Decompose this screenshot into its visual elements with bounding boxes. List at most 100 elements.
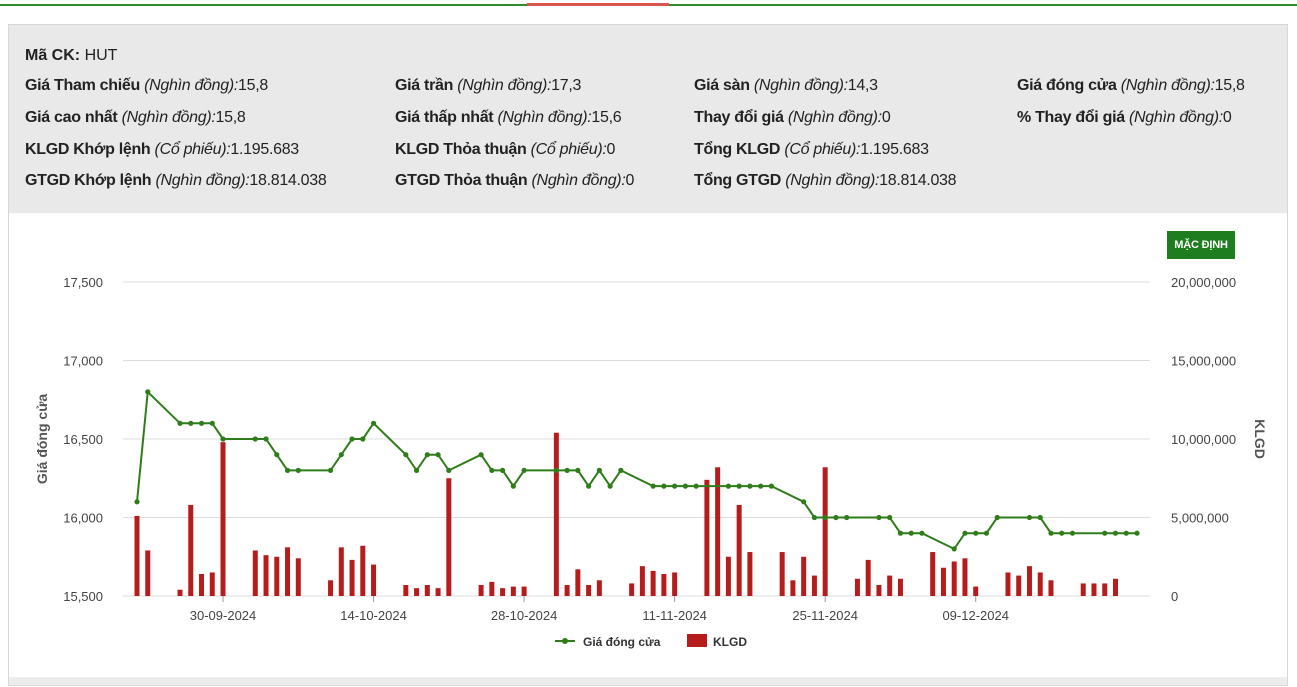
field-label: Tổng GTGD [694,172,786,189]
price-point [801,499,807,505]
volume-bar [134,515,140,596]
legend-label-volume: KLGD [713,635,747,649]
field-label: Giá cao nhất [25,109,122,126]
price-point [295,467,301,473]
volume-bar [865,559,871,596]
price-point [962,530,968,536]
volume-bar [876,585,882,596]
price-point [263,436,269,442]
active-tab-indicator [527,3,669,6]
right-axis-title: KLGD [1252,419,1268,459]
field-value: 15,8 [238,77,268,94]
price-point [360,436,366,442]
summary-box: Mã CK: HUT Giá Tham chiếu (Nghìn đồng):1… [9,25,1287,213]
volume-bar [801,556,807,596]
price-point [553,467,559,473]
left-tick-label: 16,000 [63,511,103,526]
price-point [983,530,990,536]
volume-bar [188,504,194,596]
volume-bar [1091,583,1097,596]
right-tick-label: 15,000,000 [1171,354,1236,369]
price-point [768,483,775,489]
volume-bar [704,479,710,596]
summary-field: Giá sàn (Nghìn đồng):14,3 [694,77,878,95]
field-unit: (Nghìn đồng): [155,172,250,189]
volume-bar [1016,575,1022,596]
field-label: KLGD Khớp lệnh [25,141,155,158]
volume-bar [672,572,678,596]
volume-bar [414,588,420,596]
field-value: 0 [606,141,616,158]
legend-line-marker [562,638,568,644]
volume-bar [639,566,645,596]
field-unit: (Nghìn đồng): [457,77,552,94]
default-view-button[interactable]: MẶC ĐỊNH [1167,231,1235,259]
volume-bar [1026,566,1032,596]
price-point [446,467,452,473]
right-tick-label: 0 [1171,589,1178,604]
volume-bar [328,580,334,596]
price-point [1048,530,1054,536]
price-point [349,436,355,442]
price-point [1037,514,1043,521]
price-point [338,452,344,458]
volume-bar [338,547,344,596]
summary-field: Giá cao nhất (Nghìn đồng):15,8 [25,109,246,127]
field-value: 1.195.683 [860,141,929,158]
volume-bar [521,586,527,596]
price-point [672,483,678,489]
price-point [951,546,957,552]
field-value: 0 [1222,109,1232,126]
price-point [811,514,818,521]
volume-bar [349,559,355,596]
volume-bar [951,561,957,596]
price-point [693,483,699,489]
price-point [618,467,624,473]
price-point [252,436,258,442]
symbol-label: Mã CK: [25,47,81,64]
volume-bar [973,586,979,596]
volume-bar [1112,578,1118,596]
volume-bar [736,504,742,596]
field-label: Giá đóng cửa [1017,77,1121,94]
price-point [833,514,839,521]
field-unit: (Nghìn đồng): [144,77,239,94]
volume-bar [295,558,301,596]
x-tick-label: 11-11-2024 [642,608,707,623]
volume-bar [478,585,484,596]
x-tick-label: 09-12-2024 [942,608,1009,623]
price-point [596,467,602,473]
price-point [908,530,914,536]
left-axis-title: Giá đóng cửa [34,394,50,484]
volume-bar [725,556,731,596]
price-point [198,420,205,426]
field-value: 15,6 [591,109,622,126]
volume-bar [209,572,215,596]
field-value: 15,8 [1214,77,1245,94]
field-unit: (Nghìn đồng): [1120,77,1215,94]
volume-bar [854,578,860,596]
volume-bar [661,574,667,596]
volume-bar [446,478,452,596]
volume-bar [715,467,721,596]
price-point [682,483,688,489]
summary-field: Giá trần (Nghìn đồng):17,3 [395,77,581,95]
volume-bar [489,581,495,596]
left-tick-label: 17,500 [63,275,103,290]
field-label: KLGD Thỏa thuận [395,141,531,158]
volume-bar [564,585,570,596]
volume-bar [575,569,581,596]
price-point [897,530,904,536]
field-value: 14,3 [847,77,878,94]
field-unit: (Nghìn đồng): [531,172,626,189]
right-tick-label: 20,000,000 [1171,275,1236,290]
legend-label-price: Giá đóng cửa [583,635,661,649]
field-unit: (Cổ phiếu): [154,141,231,158]
price-point [876,514,882,521]
volume-bar [779,552,785,596]
volume-bar [962,558,968,596]
volume-bar [747,552,753,596]
volume-bar [403,585,409,596]
volume-bar [371,564,377,596]
right-tick-label: 5,000,000 [1171,511,1229,526]
